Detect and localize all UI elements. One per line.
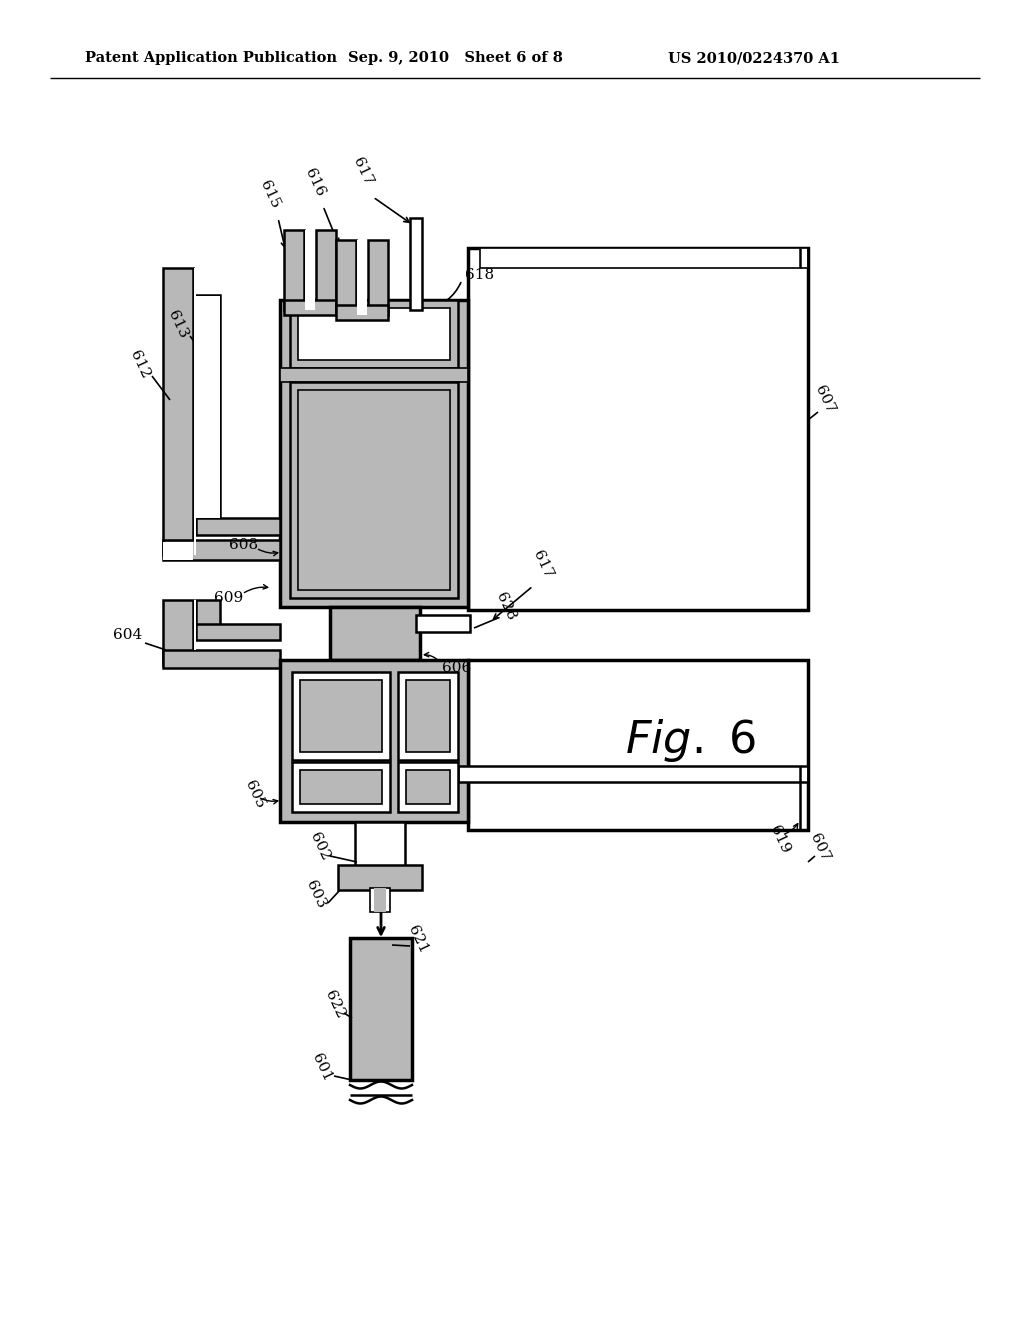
- Bar: [163, 268, 193, 554]
- Bar: [406, 770, 450, 804]
- Bar: [163, 543, 193, 560]
- Text: 610: 610: [366, 503, 394, 517]
- Text: 609: 609: [214, 591, 243, 605]
- Bar: [370, 888, 390, 912]
- Bar: [163, 601, 193, 665]
- Text: 616: 616: [302, 166, 328, 199]
- Text: 617: 617: [350, 156, 376, 189]
- Bar: [316, 230, 336, 310]
- Text: 619: 619: [767, 824, 793, 857]
- Bar: [292, 762, 390, 812]
- Text: 622: 622: [323, 989, 347, 1022]
- Bar: [300, 680, 382, 752]
- Bar: [300, 770, 382, 804]
- Text: 603: 603: [303, 879, 329, 911]
- Text: 602: 602: [307, 830, 333, 863]
- Bar: [194, 601, 196, 649]
- Bar: [374, 888, 386, 912]
- Bar: [398, 762, 458, 812]
- Text: 601: 601: [309, 1052, 335, 1084]
- Bar: [196, 517, 280, 535]
- Bar: [416, 615, 470, 632]
- Text: $\mathit{Fig.}$ $\mathit{6}$: $\mathit{Fig.}$ $\mathit{6}$: [625, 717, 756, 763]
- Bar: [298, 389, 450, 590]
- Text: 615: 615: [257, 178, 283, 211]
- Bar: [338, 865, 422, 890]
- Bar: [406, 680, 450, 752]
- Bar: [305, 230, 315, 310]
- Bar: [355, 822, 406, 870]
- Bar: [410, 218, 422, 310]
- Bar: [284, 300, 336, 315]
- Bar: [299, 391, 449, 589]
- Text: 605: 605: [243, 779, 267, 812]
- Bar: [458, 766, 808, 781]
- Bar: [398, 672, 458, 760]
- Bar: [336, 240, 356, 315]
- Bar: [336, 305, 388, 319]
- Bar: [290, 381, 458, 598]
- Text: 628: 628: [494, 591, 518, 623]
- Text: 608: 608: [229, 539, 258, 552]
- Bar: [196, 601, 220, 638]
- Bar: [163, 649, 280, 668]
- Text: 612: 612: [127, 348, 153, 381]
- Bar: [196, 624, 280, 640]
- Bar: [280, 660, 468, 822]
- Bar: [194, 268, 196, 554]
- Bar: [368, 240, 388, 315]
- Bar: [284, 230, 304, 310]
- Text: 607: 607: [812, 384, 838, 416]
- Text: 618: 618: [465, 268, 495, 282]
- Bar: [196, 294, 220, 531]
- Bar: [357, 240, 367, 315]
- Text: Patent Application Publication: Patent Application Publication: [85, 51, 337, 65]
- Bar: [480, 248, 808, 268]
- Bar: [290, 300, 458, 368]
- Text: US 2010/0224370 A1: US 2010/0224370 A1: [668, 51, 840, 65]
- Bar: [350, 939, 412, 1080]
- Text: 617: 617: [530, 549, 555, 581]
- Bar: [163, 540, 280, 560]
- Text: Sep. 9, 2010   Sheet 6 of 8: Sep. 9, 2010 Sheet 6 of 8: [348, 51, 563, 65]
- Bar: [298, 308, 450, 360]
- Bar: [280, 300, 468, 607]
- Text: 606: 606: [442, 661, 471, 675]
- Text: 604: 604: [113, 628, 142, 642]
- Bar: [280, 368, 468, 381]
- Bar: [468, 248, 808, 610]
- Bar: [468, 660, 808, 830]
- Text: 607: 607: [808, 832, 833, 865]
- Text: 621: 621: [406, 924, 430, 956]
- Bar: [330, 607, 420, 660]
- Bar: [194, 296, 220, 517]
- Bar: [292, 672, 390, 760]
- Text: 613: 613: [166, 309, 190, 341]
